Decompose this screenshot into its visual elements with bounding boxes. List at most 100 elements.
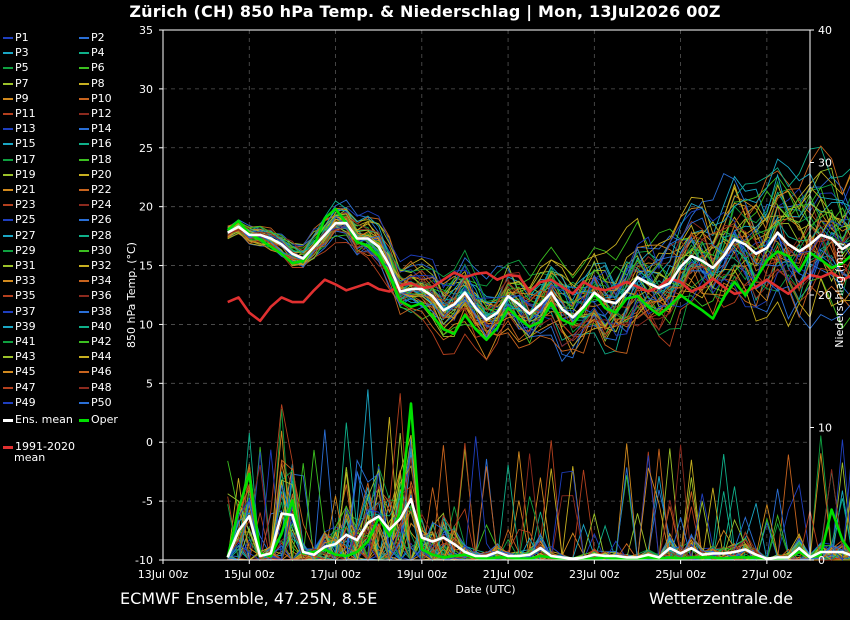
legend-item-p47: P47 (3, 381, 36, 395)
legend-swatch (3, 52, 13, 55)
x-tick-label: 27Jul 00z (742, 568, 793, 581)
legend-item-p27: P27 (3, 229, 36, 243)
member-temp-line (227, 224, 850, 354)
legend-item-p12: P12 (79, 107, 112, 121)
member-temp-line (227, 186, 850, 317)
legend-item-ens-mean: Ens. mean (3, 413, 73, 427)
member-temp-line (227, 206, 850, 327)
legend-swatch (3, 445, 13, 449)
legend-swatch (79, 341, 89, 343)
legend-swatch (3, 356, 13, 359)
legend-swatch (3, 82, 13, 85)
legend-label: P27 (15, 228, 36, 242)
legend-swatch (3, 386, 13, 389)
y-axis-label: 850 hPa Temp. (°C) (125, 242, 138, 348)
legend-item-p49: P49 (3, 396, 36, 410)
legend-swatch (3, 265, 13, 267)
legend-swatch (3, 371, 13, 374)
legend-item-p50: P50 (79, 396, 112, 410)
legend-swatch (3, 67, 13, 70)
legend-item-p45: P45 (3, 365, 36, 379)
legend-swatch (79, 158, 89, 161)
legend-label: P12 (91, 107, 112, 120)
legend-item-p15: P15 (3, 137, 36, 151)
legend-swatch (79, 52, 89, 55)
legend-clim-mean-label: mean (14, 451, 46, 464)
legend-swatch (3, 113, 13, 115)
legend-item-p48: P48 (79, 381, 112, 395)
legend-item-p31: P31 (3, 259, 36, 273)
y2-axis-label: Niederschlag (mm) (833, 242, 846, 347)
legend-swatch (3, 249, 13, 252)
clim-mean-line (227, 271, 850, 323)
member-temp-line (227, 216, 850, 356)
y-tick-label: 5 (146, 377, 153, 390)
x-tick-label: 19Jul 00z (397, 568, 448, 581)
legend-swatch (79, 401, 89, 404)
legend-item-p44: P44 (79, 350, 112, 364)
y2-tick-label: 40 (818, 24, 832, 37)
legend-label: 1991-2020 (15, 440, 75, 453)
legend-label: P5 (15, 61, 29, 75)
y2-tick-label: 0 (818, 554, 825, 567)
legend-swatch (3, 325, 13, 328)
legend-item-p39: P39 (3, 320, 36, 334)
legend-swatch (79, 189, 89, 191)
legend-label: P8 (91, 76, 105, 90)
legend-label: P50 (91, 395, 112, 409)
legend-label: P37 (15, 304, 36, 318)
legend-item-p4: P4 (79, 46, 105, 60)
legend-item-p36: P36 (79, 289, 112, 303)
legend-label: P41 (15, 335, 36, 348)
x-tick-label: 23Jul 00z (569, 568, 620, 581)
oper-temp-line (226, 207, 850, 342)
legend-item-p1: P1 (3, 31, 29, 45)
legend-label: P34 (91, 274, 112, 288)
legend-label: P30 (91, 243, 112, 257)
legend-label: P4 (91, 46, 105, 60)
legend-label: P29 (15, 243, 36, 257)
legend-label: P38 (91, 304, 112, 318)
legend-item-p25: P25 (3, 213, 36, 227)
legend-swatch (3, 401, 13, 404)
legend-swatch (79, 295, 89, 298)
legend-swatch (3, 295, 13, 298)
legend-swatch (3, 173, 13, 176)
legend-item-p38: P38 (79, 305, 112, 319)
legend-label: P39 (15, 319, 36, 333)
legend-swatch (79, 37, 89, 39)
legend-item-p19: P19 (3, 168, 36, 182)
legend-label: P42 (91, 335, 112, 348)
chart-title: Zürich (CH) 850 hPa Temp. & Niederschlag… (129, 2, 721, 21)
legend-swatch (79, 82, 89, 85)
legend-label: Oper (91, 413, 118, 426)
legend-item-p11: P11 (3, 107, 36, 121)
legend-label: P49 (15, 395, 36, 409)
legend-item-clim: 1991-2020 (3, 440, 75, 454)
x-tick-label: 21Jul 00z (483, 568, 534, 581)
legend-label: P23 (15, 198, 36, 212)
member-temp-line (227, 204, 850, 336)
legend-swatch (3, 204, 13, 207)
legend-swatch (3, 97, 13, 100)
legend-item-p30: P30 (79, 244, 112, 258)
legend-item-p16: P16 (79, 137, 112, 151)
y-tick-label: 10 (139, 318, 153, 331)
y-tick-label: 30 (139, 83, 153, 96)
legend-label: P36 (91, 289, 112, 303)
legend-swatch (79, 67, 89, 70)
legend-item-p42: P42 (79, 335, 112, 349)
legend-label: P33 (15, 274, 36, 288)
legend-item-p24: P24 (79, 198, 112, 212)
legend-item-oper: Oper (79, 413, 118, 427)
source-credit[interactable]: Wetterzentrale.de (649, 589, 794, 608)
legend-swatch (79, 113, 89, 115)
legend-item-p35: P35 (3, 289, 36, 303)
legend-label: P18 (91, 152, 112, 166)
legend-swatch (79, 418, 89, 422)
legend-item-p13: P13 (3, 122, 36, 136)
legend-item-p3: P3 (3, 46, 29, 60)
ens-mean-temp-line (227, 221, 850, 322)
legend-label: P24 (91, 198, 112, 212)
legend-label: P45 (15, 365, 36, 379)
